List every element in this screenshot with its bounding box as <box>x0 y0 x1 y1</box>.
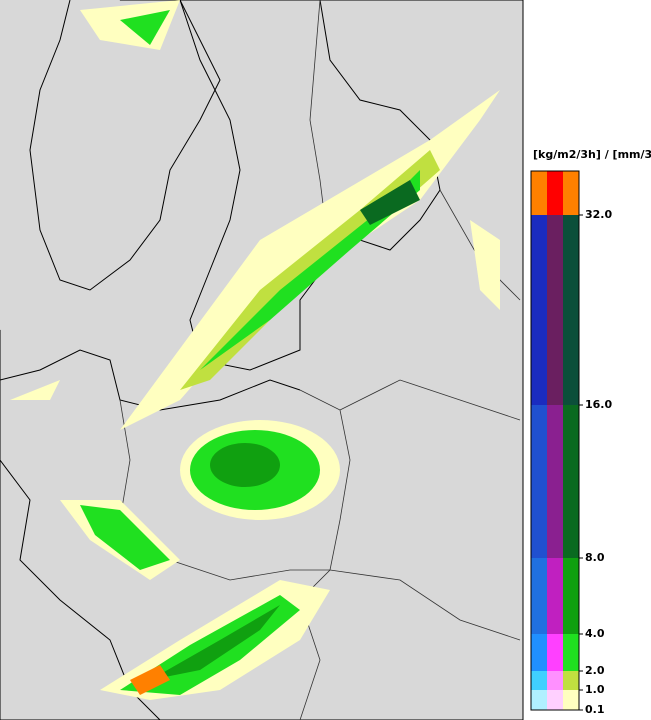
legend-label: 32.0 <box>585 208 612 221</box>
precipitation <box>10 0 500 700</box>
legend-label: 0.1 <box>585 703 605 716</box>
map <box>0 0 524 720</box>
legend-label: 8.0 <box>585 551 605 564</box>
legend-label: 16.0 <box>585 398 612 411</box>
color-bar <box>530 170 580 711</box>
legend-label: 1.0 <box>585 683 605 696</box>
legend-label: 2.0 <box>585 664 605 677</box>
legend-labels: 32.0 16.0 8.0 4.0 2.0 1.0 0.1 <box>579 208 612 716</box>
legend-title: [kg/m2/3h] / [mm/3h] <box>533 148 651 161</box>
legend-label: 4.0 <box>585 627 605 640</box>
legend: [kg/m2/3h] / [mm/3h] 32.0 16.0 8.0 4.0 2.0 1.… <box>530 148 651 716</box>
